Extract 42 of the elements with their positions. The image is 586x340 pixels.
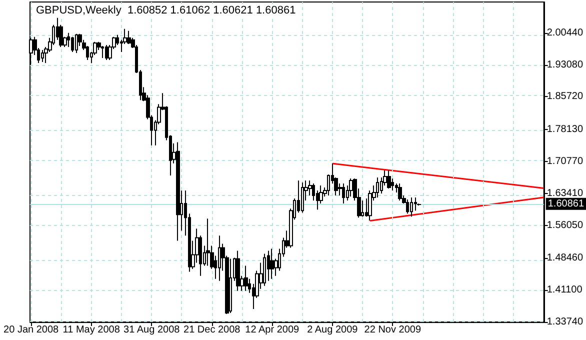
- x-tick-label: 2 Aug 2009: [307, 324, 358, 336]
- candlestick: [105, 44, 108, 60]
- candlestick: [176, 142, 180, 242]
- ref-line-label: 1.60861: [548, 198, 584, 210]
- x-tick-label: 22 Nov 2009: [364, 324, 422, 336]
- candlestick: [406, 199, 409, 214]
- chart-title: GBPUSD,Weekly 1.60852 1.61062 1.60621 1.60861: [36, 4, 296, 16]
- candlestick: [41, 49, 44, 63]
- candlestick: [236, 250, 240, 292]
- candlestick: [71, 36, 74, 52]
- candlestick: [308, 180, 312, 196]
- candlestick: [101, 45, 104, 58]
- x-tick-label: 21 Dec 2008: [184, 324, 241, 336]
- candlestick: [398, 182, 402, 202]
- candlestick: [263, 253, 266, 286]
- candlestick: [376, 176, 379, 198]
- candlestick: [270, 248, 274, 280]
- y-tick-label: 1.63410: [546, 188, 584, 199]
- y-tick-label: 1.48460: [546, 252, 584, 264]
- y-tick-label: 1.85720: [546, 91, 584, 102]
- y-tick-label: 1.41100: [546, 284, 583, 296]
- candlestick: [410, 197, 413, 218]
- candlestick: [229, 258, 232, 314]
- y-tick-label: 1.33740: [546, 316, 584, 328]
- x-tick-label: 11 May 2008: [62, 324, 120, 336]
- candlestick: [349, 178, 353, 198]
- candlestick: [127, 30, 131, 44]
- candlestick: [301, 182, 304, 214]
- x-tick-label: 20 Jan 2008: [4, 324, 60, 336]
- y-tick-label: 1.93080: [546, 59, 584, 70]
- y-tick-label: 1.56050: [546, 220, 584, 231]
- candlestick: [244, 265, 248, 292]
- candlestick: [75, 33, 78, 54]
- candlestick: [206, 218, 210, 266]
- candlestick: [342, 182, 345, 204]
- candlestick: [218, 235, 221, 282]
- candlestick: [387, 170, 391, 190]
- x-tick-label: 12 Apr 2009: [245, 324, 300, 336]
- x-tick-label: 31 Aug 2008: [124, 324, 180, 336]
- y-tick-label: 1.70770: [546, 156, 584, 167]
- y-tick-label: 2.00440: [546, 27, 584, 38]
- y-tick-label: 1.78130: [546, 124, 584, 136]
